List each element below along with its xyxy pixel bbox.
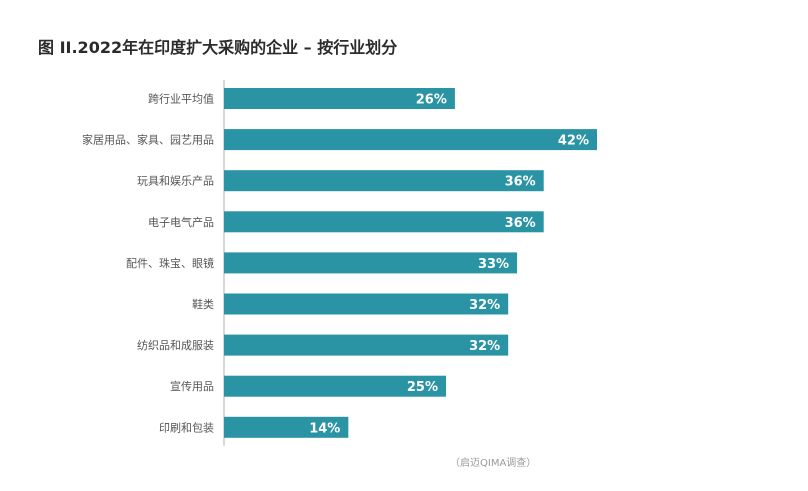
source-note: （启迈QIMA调查） [450,458,537,469]
bar-3 [224,211,544,233]
value-label: 32% [469,339,500,354]
bar-2 [224,170,544,192]
category-label: 鞋类 [192,297,214,311]
category-label: 跨行业平均值 [148,93,214,106]
category-label: 玩具和娱乐产品 [137,174,214,188]
bar-1 [224,129,597,151]
bar-8 [224,416,349,438]
bar-6 [224,334,509,356]
category-label: 纺织品和成服装 [137,338,214,352]
value-label: 32% [469,298,500,313]
value-label: 36% [505,175,536,190]
category-label: 宣传用品 [170,379,214,393]
bar-5 [224,293,509,315]
bars-group: 跨行业平均值 26% 家居用品、家具、园艺用品 42% 玩具和娱乐产品 36% 电子电气产品… [82,88,597,438]
value-label: 36% [505,216,536,231]
value-label: 26% [416,93,447,108]
value-label: 42% [558,134,589,149]
bar-0 [224,88,455,109]
bar-4 [224,252,518,274]
category-label: 配件、珠宝、眼镜 [126,256,214,270]
category-label: 家居用品、家具、园艺用品 [82,133,214,147]
value-label: 14% [309,421,340,436]
value-label: 25% [407,380,438,395]
category-label: 印刷和包装 [159,421,214,434]
chart-title: 图 II.2022年在印度扩大采购的企业 – 按行业划分 [38,38,398,57]
bar-7 [224,375,447,397]
value-label: 33% [478,257,509,272]
category-label: 电子电气产品 [148,215,214,229]
